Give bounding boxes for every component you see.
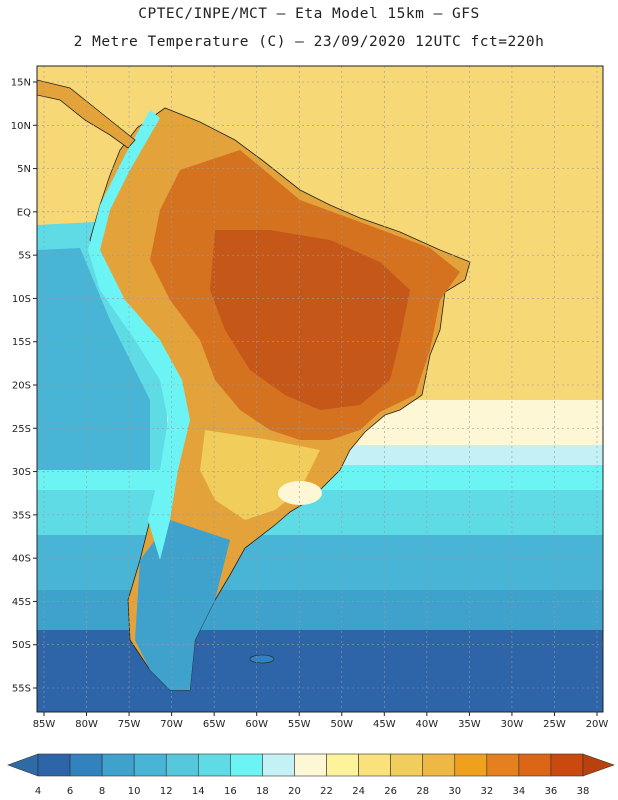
colorbar-tick-label: 8 bbox=[99, 786, 105, 797]
colorbar-tick-label: 6 bbox=[67, 786, 73, 797]
colorbar-tick-label: 24 bbox=[352, 786, 365, 797]
lon-label: 55W bbox=[288, 719, 311, 730]
lat-label: 20S bbox=[12, 381, 31, 392]
colorbar-tick-label: 18 bbox=[256, 786, 269, 797]
axis-labels: 15N 10N 5N EQ 5S 10S 15S 20S 25S 30S 35S 40S 45S 50S 5… bbox=[11, 78, 609, 731]
lon-label: 60W bbox=[245, 719, 268, 730]
colorbar-swatch bbox=[294, 753, 327, 777]
lat-label: 30S bbox=[12, 467, 31, 478]
colorbar-swatch bbox=[390, 753, 424, 777]
graticule bbox=[37, 66, 603, 712]
colorbar-swatch bbox=[550, 753, 584, 777]
lat-label: 35S bbox=[12, 510, 31, 521]
lat-label: 25S bbox=[12, 424, 31, 435]
lat-label: 15S bbox=[12, 337, 31, 348]
lon-label: 65W bbox=[203, 719, 226, 730]
lon-label: 35W bbox=[458, 719, 481, 730]
colorbar-tick-label: 10 bbox=[128, 786, 141, 797]
lon-label: 40W bbox=[416, 719, 439, 730]
colorbar-tick-label: 36 bbox=[545, 786, 558, 797]
colorbar-swatch bbox=[422, 753, 456, 777]
lon-label: 50W bbox=[330, 719, 353, 730]
colorbar-swatch bbox=[69, 753, 103, 777]
colorbar-tick-label: 26 bbox=[384, 786, 397, 797]
colorbar-over-arrow bbox=[582, 753, 615, 777]
colorbar-swatch bbox=[230, 753, 263, 777]
lon-label: 25W bbox=[543, 719, 566, 730]
colorbar-tick-label: 16 bbox=[224, 786, 237, 797]
lon-label: 80W bbox=[75, 719, 98, 730]
central-america bbox=[37, 79, 136, 149]
colorbar-under-arrow bbox=[7, 753, 39, 777]
colorbar-swatch bbox=[518, 753, 552, 777]
lat-label: 55S bbox=[12, 684, 31, 695]
lon-label: 20W bbox=[586, 719, 609, 730]
colorbar-tick-label: 14 bbox=[192, 786, 205, 797]
colorbar-swatch bbox=[454, 753, 488, 777]
temperature-field bbox=[37, 66, 603, 712]
title-model: CPTEC/INPE/MCT – Eta Model 15km – GFS bbox=[138, 6, 480, 22]
lon-label: 85W bbox=[33, 719, 56, 730]
colorbar-swatch bbox=[197, 753, 231, 777]
plot-frame bbox=[36, 65, 604, 713]
andes-cold-strip bbox=[88, 110, 190, 560]
lon-label: 30W bbox=[501, 719, 524, 730]
lat-label: 15N bbox=[11, 78, 31, 89]
lat-label: 5S bbox=[18, 251, 31, 262]
band-deep-south bbox=[37, 630, 603, 712]
patagonia-cool bbox=[135, 520, 230, 690]
lat-label: EQ bbox=[17, 207, 31, 218]
lat-label: 50S bbox=[12, 640, 31, 651]
lon-label: 45W bbox=[373, 719, 396, 730]
colorbar-tick-label: 38 bbox=[577, 786, 590, 797]
la-plata-patch bbox=[278, 481, 322, 505]
lat-label: 10S bbox=[12, 294, 31, 305]
lon-label: 75W bbox=[118, 719, 141, 730]
colorbar-swatch bbox=[165, 753, 199, 777]
lat-label: 45S bbox=[12, 597, 31, 608]
colorbar-swatch bbox=[133, 753, 167, 777]
colorbar-tick-label: 4 bbox=[35, 786, 41, 797]
lat-label: 5N bbox=[17, 164, 31, 175]
colorbar-swatch bbox=[486, 753, 520, 777]
pacific-cold-core bbox=[37, 248, 150, 470]
colorbar-tick-label: 12 bbox=[160, 786, 173, 797]
colorbar-swatch bbox=[358, 753, 391, 777]
colorbar-swatch bbox=[37, 753, 71, 777]
colorbar-swatch bbox=[101, 753, 135, 777]
lon-label: 70W bbox=[160, 719, 183, 730]
colorbar-tick-label: 32 bbox=[480, 786, 493, 797]
colorbar-tick-label: 22 bbox=[320, 786, 333, 797]
colorbar: 4 6 8 10 12 14 16 18 20 22 24 26 28 30 32 34 36 38 bbox=[7, 753, 615, 797]
falkland-islands bbox=[249, 654, 275, 664]
colorbar-tick-label: 28 bbox=[416, 786, 429, 797]
lat-label: 10N bbox=[11, 121, 31, 132]
colorbar-swatch bbox=[326, 753, 359, 777]
hot-core bbox=[210, 230, 410, 410]
colorbar-swatch bbox=[262, 753, 295, 777]
lat-label: 40S bbox=[12, 554, 31, 565]
colorbar-tick-label: 20 bbox=[288, 786, 301, 797]
colorbar-tick-label: 34 bbox=[513, 786, 526, 797]
title-variable: 2 Metre Temperature (C) – 23/09/2020 12U… bbox=[73, 34, 545, 50]
colorbar-tick-label: 30 bbox=[448, 786, 461, 797]
